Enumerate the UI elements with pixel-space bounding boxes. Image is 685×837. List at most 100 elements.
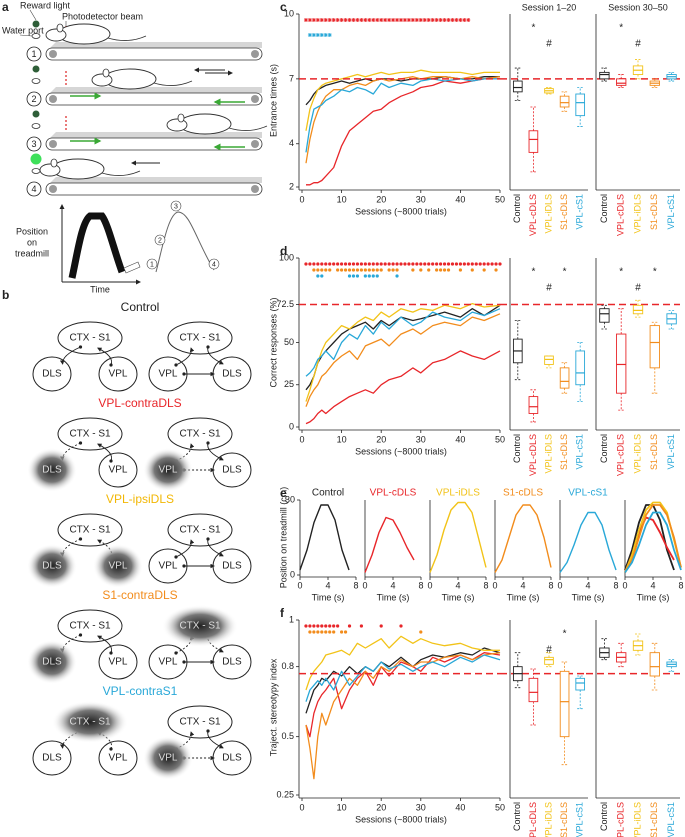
roller [49, 50, 57, 58]
x-tick-label: 0 [427, 580, 432, 590]
y-tick-label: 0 [289, 421, 294, 431]
significance-marker [308, 262, 312, 266]
box [616, 78, 627, 86]
y-tick-label: 0.5 [281, 731, 294, 741]
significance-marker [375, 274, 379, 278]
significance-marker [307, 33, 312, 37]
inset-ylabel: Position [16, 226, 48, 236]
significance-marker [315, 33, 320, 37]
box [649, 652, 660, 677]
significance-annotation: # [635, 283, 641, 294]
y-tick-label: 10 [284, 8, 294, 18]
node-label: CTX - S1 [179, 333, 221, 344]
whisker-high [546, 652, 552, 658]
x-tick-label: 4 [390, 580, 395, 590]
x-tick-label: 4 [520, 580, 525, 590]
whisker-low [601, 322, 608, 330]
connection [59, 346, 81, 365]
significance-marker [431, 262, 435, 266]
significance-marker [316, 630, 320, 634]
significance-marker [399, 624, 403, 628]
whisker-high [651, 321, 658, 326]
significance-marker [351, 262, 356, 266]
significance-marker [320, 268, 324, 272]
node-label: DLS [42, 657, 62, 668]
significance-marker [379, 18, 384, 22]
x-tick-label: 40 [455, 194, 465, 204]
significance-marker [379, 262, 383, 266]
y-tick-label: 30 [285, 494, 295, 504]
x-tick-label: 10 [337, 194, 347, 204]
inset-step: 1 [150, 261, 154, 268]
node-label: VPL [159, 369, 178, 380]
box [559, 367, 570, 389]
node-label: CTX - S1 [69, 621, 111, 632]
x-axis-label: Time (s) [377, 592, 410, 602]
x-axis-label: Time (s) [637, 592, 670, 602]
significance-marker [316, 262, 320, 266]
x-tick-label: 8 [353, 580, 358, 590]
whisker-high [514, 67, 521, 82]
rat-head [39, 163, 61, 177]
significance-marker [439, 262, 443, 266]
whisker-low [546, 364, 552, 369]
significance-marker [336, 624, 340, 628]
series-line [305, 652, 501, 738]
step-number: 2 [31, 94, 36, 104]
significance-marker [351, 18, 356, 22]
whisker-high [651, 642, 658, 653]
significance-marker [312, 268, 316, 272]
significance-marker [458, 262, 462, 266]
whisker-low [618, 662, 625, 668]
whisker-high [561, 362, 568, 368]
node [212, 548, 252, 584]
roller [251, 95, 259, 103]
y-axis-label: Correct responses (%) [268, 297, 278, 387]
y-axis-label: Traject. stereotypy index [268, 658, 278, 756]
inset-step-circle [170, 200, 182, 212]
significance-marker [419, 262, 423, 266]
node-label: DLS [42, 753, 62, 764]
node [167, 417, 233, 451]
significance-marker [371, 18, 376, 22]
significance-marker [340, 262, 344, 266]
significance-marker [308, 630, 312, 634]
x-tick-label: 4 [585, 580, 590, 590]
whisker-high [635, 633, 641, 641]
significance-marker [411, 262, 415, 266]
significance-marker [442, 18, 447, 22]
significance-marker [339, 18, 344, 22]
significance-marker [454, 262, 459, 266]
series-line [559, 511, 617, 573]
significance-marker [343, 262, 348, 266]
significance-marker [482, 262, 486, 266]
reward-light [32, 65, 40, 73]
category-label: VPL-cS1 [575, 434, 585, 470]
category-label: S1-cDLS [559, 802, 569, 837]
significance-marker [371, 262, 375, 266]
step-circle [26, 136, 42, 152]
y-tick-label: 0.25 [276, 789, 294, 799]
significance-marker [332, 630, 336, 634]
significance-marker [320, 630, 324, 634]
series-line [624, 511, 682, 574]
rat-head [166, 118, 188, 132]
node-label: CTX - S1 [69, 525, 111, 536]
significance-marker [395, 274, 399, 278]
significance-marker [343, 268, 348, 272]
connection [59, 730, 81, 749]
x-tick-label: 10 [337, 434, 347, 444]
condition-title: S1-contraDLS [102, 588, 177, 602]
significance-marker [439, 268, 443, 272]
whisker-low [577, 384, 584, 403]
series-line [494, 504, 552, 573]
significance-marker [347, 262, 352, 266]
treadmill-belt [45, 182, 263, 196]
x-tick-label: 8 [613, 580, 618, 590]
significance-marker [367, 18, 372, 22]
whisker-high [530, 389, 537, 397]
significance-marker [411, 268, 415, 272]
connection [207, 730, 224, 749]
whisker-low [561, 736, 568, 766]
